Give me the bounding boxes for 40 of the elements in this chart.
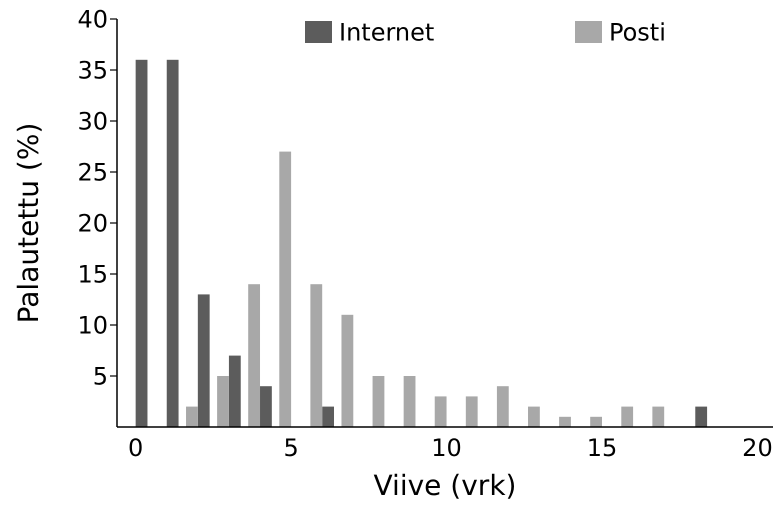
- bar: [136, 60, 148, 427]
- x-tick-label: 10: [431, 434, 462, 462]
- bar: [404, 376, 416, 427]
- bar: [166, 60, 179, 427]
- legend-label: Internet: [339, 18, 434, 46]
- legend-label: Posti: [609, 18, 666, 46]
- bar: [695, 406, 708, 427]
- bar: [590, 416, 602, 427]
- bar: [217, 376, 229, 427]
- y-tick-label: 25: [77, 158, 108, 186]
- bar: [528, 406, 540, 427]
- x-tick-label: 15: [586, 434, 618, 462]
- bar: [310, 284, 322, 427]
- bar: [434, 396, 447, 427]
- bar: [186, 406, 198, 427]
- bar: [372, 376, 384, 427]
- bar: [248, 284, 260, 427]
- bar: [260, 386, 272, 427]
- bar: [341, 314, 354, 427]
- x-tick-label: 0: [128, 434, 144, 462]
- y-tick-label: 10: [77, 311, 108, 340]
- bar: [228, 356, 241, 427]
- y-axis-title: Palautettu (%): [12, 122, 45, 324]
- bar: [198, 294, 210, 427]
- x-tick-label: 5: [283, 434, 299, 462]
- bar: [322, 406, 334, 427]
- bar: [466, 396, 478, 427]
- bar: [621, 406, 634, 427]
- y-tick-label: 15: [77, 260, 108, 288]
- y-tick-label: 30: [77, 107, 108, 136]
- y-tick-label: 5: [92, 362, 108, 390]
- bar: [496, 386, 509, 427]
- x-tick-label: 20: [742, 434, 773, 462]
- y-tick-label: 40: [77, 5, 108, 34]
- bar: [559, 416, 571, 427]
- y-tick-label: 35: [77, 56, 108, 84]
- bar: [279, 152, 292, 427]
- y-tick-label: 20: [77, 209, 108, 238]
- x-axis-title: Viive (vrk): [374, 469, 516, 502]
- bar: [652, 406, 664, 427]
